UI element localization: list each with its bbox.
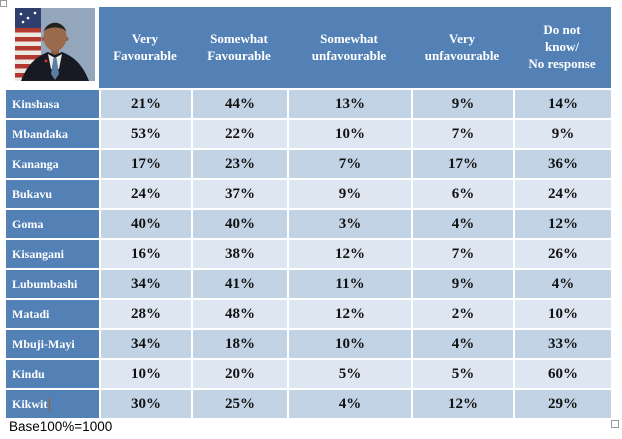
table-cell[interactable]: 30% [99, 390, 191, 418]
row-label[interactable]: Mbuji-Mayi [6, 330, 99, 358]
table-cell[interactable]: 4% [411, 210, 513, 238]
table-cell[interactable]: 7% [287, 150, 411, 178]
table-cell[interactable]: 7% [411, 240, 513, 268]
table-cell[interactable]: 26% [513, 240, 611, 268]
table-cell[interactable]: 29% [513, 390, 611, 418]
table-cell[interactable]: 9% [411, 270, 513, 298]
table-cell[interactable]: 4% [513, 270, 611, 298]
table-row: Bukavu 24% 37% 9% 6% 24% [6, 178, 611, 208]
row-label[interactable]: Kananga [6, 150, 99, 178]
table-cell[interactable]: 4% [411, 330, 513, 358]
obama-portrait-image [15, 8, 95, 81]
table-cell[interactable]: 28% [99, 300, 191, 328]
table-cell[interactable]: 16% [99, 240, 191, 268]
table-cell[interactable]: 38% [191, 240, 287, 268]
table-row: Kinshasa 21% 44% 13% 9% 14% [6, 88, 611, 118]
table-cell[interactable]: 9% [411, 90, 513, 118]
table-cell[interactable]: 22% [191, 120, 287, 148]
table-header-row: Very Favourable Somewhat Favourable Some… [6, 7, 611, 88]
row-label[interactable]: Matadi [6, 300, 99, 328]
table-row: Lubumbashi 34% 41% 11% 9% 4% [6, 268, 611, 298]
table-cell[interactable]: 36% [513, 150, 611, 178]
table-cell[interactable]: 2% [411, 300, 513, 328]
table-cell[interactable]: 10% [513, 300, 611, 328]
table-cell[interactable]: 24% [513, 180, 611, 208]
row-label[interactable]: Kindu [6, 360, 99, 388]
table-cell[interactable]: 14% [513, 90, 611, 118]
table-cell[interactable]: 40% [191, 210, 287, 238]
table-cell[interactable]: 17% [411, 150, 513, 178]
table-cell[interactable]: 33% [513, 330, 611, 358]
table-row: Mbandaka 53% 22% 10% 7% 9% [6, 118, 611, 148]
row-label[interactable]: Kikwit [6, 390, 99, 418]
table-cell[interactable]: 10% [287, 120, 411, 148]
row-label[interactable]: Lubumbashi [6, 270, 99, 298]
table-row: Mbuji-Mayi 34% 18% 10% 4% 33% [6, 328, 611, 358]
favourability-table: Very Favourable Somewhat Favourable Some… [6, 7, 611, 418]
row-label[interactable]: Kisangani [6, 240, 99, 268]
table-cell[interactable]: 18% [191, 330, 287, 358]
table-row: Kananga 17% 23% 7% 17% 36% [6, 148, 611, 178]
table-cell[interactable]: 11% [287, 270, 411, 298]
row-label[interactable]: Mbandaka [6, 120, 99, 148]
column-header-very-unfavourable[interactable]: Very unfavourable [411, 7, 513, 88]
table-cell[interactable]: 60% [513, 360, 611, 388]
table-cell[interactable]: 10% [99, 360, 191, 388]
table-cell[interactable]: 5% [411, 360, 513, 388]
table-row: Kisangani 16% 38% 12% 7% 26% [6, 238, 611, 268]
table-cell[interactable]: 53% [99, 120, 191, 148]
table-cell[interactable]: 12% [411, 390, 513, 418]
table-cell[interactable]: 40% [99, 210, 191, 238]
table-cell[interactable]: 12% [513, 210, 611, 238]
row-label[interactable]: Bukavu [6, 180, 99, 208]
table-cell[interactable]: 34% [99, 270, 191, 298]
table-resize-handle[interactable] [611, 420, 619, 428]
table-cell[interactable]: 34% [99, 330, 191, 358]
table-cell[interactable]: 24% [99, 180, 191, 208]
column-header-very-favourable[interactable]: Very Favourable [99, 7, 191, 88]
table-cell[interactable]: 5% [287, 360, 411, 388]
table-cell[interactable]: 6% [411, 180, 513, 208]
column-header-do-not-know[interactable]: Do not know/ No response [513, 7, 611, 88]
table-cell[interactable]: 44% [191, 90, 287, 118]
table-row: Kindu 10% 20% 5% 5% 60% [6, 358, 611, 388]
table-cell[interactable]: 12% [287, 240, 411, 268]
table-row: Goma 40% 40% 3% 4% 12% [6, 208, 611, 238]
obama-portrait [6, 7, 99, 88]
table-cell[interactable]: 25% [191, 390, 287, 418]
table-cell[interactable]: 20% [191, 360, 287, 388]
row-label[interactable]: Kinshasa [6, 90, 99, 118]
table-cell[interactable]: 4% [287, 390, 411, 418]
base-note: Base100%=1000 [9, 419, 113, 434]
table-cell[interactable]: 17% [99, 150, 191, 178]
column-header-somewhat-favourable[interactable]: Somewhat Favourable [191, 7, 287, 88]
table-cell[interactable]: 37% [191, 180, 287, 208]
table-cell[interactable]: 10% [287, 330, 411, 358]
table-move-handle[interactable] [0, 0, 7, 7]
table-cell[interactable]: 3% [287, 210, 411, 238]
row-label[interactable]: Goma [6, 210, 99, 238]
table-cell[interactable]: 23% [191, 150, 287, 178]
row-label-text: Kikwit [12, 396, 48, 411]
table-cell[interactable]: 12% [287, 300, 411, 328]
table-cell[interactable]: 7% [411, 120, 513, 148]
table-cell[interactable]: 9% [513, 120, 611, 148]
table-cell[interactable]: 41% [191, 270, 287, 298]
column-header-somewhat-unfavourable[interactable]: Somewhat unfavourable [287, 7, 411, 88]
table-row: Matadi 28% 48% 12% 2% 10% [6, 298, 611, 328]
table-cell[interactable]: 9% [287, 180, 411, 208]
table-cell[interactable]: 48% [191, 300, 287, 328]
table-cell[interactable]: 13% [287, 90, 411, 118]
table-row: Kikwit 30% 25% 4% 12% 29% [6, 388, 611, 418]
table-cell[interactable]: 21% [99, 90, 191, 118]
text-cursor [49, 397, 51, 411]
